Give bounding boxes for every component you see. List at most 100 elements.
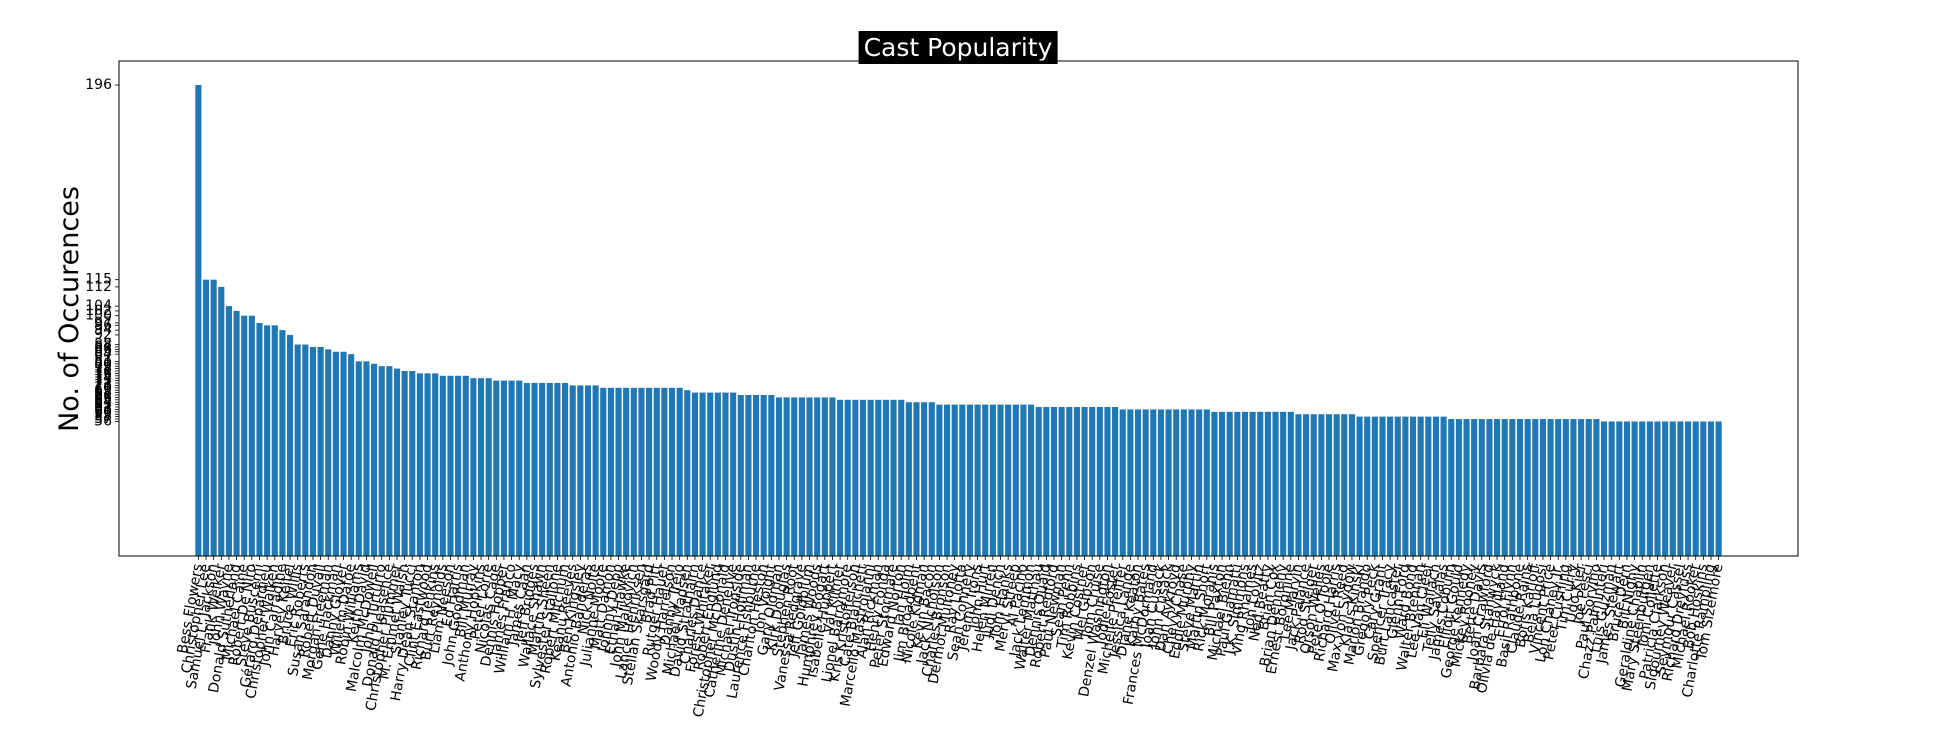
bar bbox=[1142, 409, 1149, 556]
y-tick-label: 79 bbox=[94, 358, 112, 374]
bar bbox=[1578, 419, 1585, 556]
bar bbox=[1249, 411, 1256, 556]
bar bbox=[1501, 419, 1508, 556]
bar bbox=[225, 306, 232, 556]
bar bbox=[607, 387, 614, 556]
bar bbox=[890, 399, 897, 556]
y-tick-label: 76 bbox=[94, 365, 112, 381]
bar bbox=[928, 402, 935, 556]
y-tick-label: 64 bbox=[94, 394, 112, 410]
bar bbox=[1432, 416, 1440, 556]
bar bbox=[1310, 414, 1317, 556]
bar bbox=[210, 279, 217, 556]
bar bbox=[905, 402, 912, 556]
bar bbox=[1241, 411, 1249, 556]
bar bbox=[882, 399, 889, 556]
bar bbox=[371, 363, 378, 556]
bar bbox=[676, 387, 683, 556]
bar bbox=[1173, 409, 1180, 556]
y-tick-label: 112 bbox=[85, 279, 112, 295]
y-tick-label: 58 bbox=[94, 409, 112, 425]
bar bbox=[271, 325, 278, 556]
y-tick-label: 74 bbox=[94, 370, 112, 386]
y-tick-label: 81 bbox=[94, 353, 112, 369]
y-tick-label: 62 bbox=[94, 399, 112, 415]
y-tick-label: 78 bbox=[94, 361, 112, 377]
title-background bbox=[858, 31, 1058, 64]
y-tick-label: 92 bbox=[94, 327, 112, 343]
bar bbox=[1593, 419, 1600, 556]
bar bbox=[707, 392, 714, 556]
bar bbox=[653, 387, 660, 556]
bar bbox=[1188, 409, 1195, 556]
bar bbox=[286, 334, 294, 556]
bar bbox=[936, 404, 943, 556]
bar bbox=[760, 395, 767, 556]
bar bbox=[1264, 411, 1271, 556]
bar bbox=[592, 385, 599, 556]
bar bbox=[1532, 419, 1539, 556]
plot-frame bbox=[118, 60, 1799, 557]
bar bbox=[455, 375, 462, 556]
bar bbox=[1387, 416, 1394, 556]
y-tick-label: 68 bbox=[94, 385, 112, 401]
bar bbox=[974, 404, 981, 556]
bar bbox=[1119, 409, 1126, 556]
bar bbox=[1646, 421, 1653, 556]
bar bbox=[646, 387, 653, 556]
bar bbox=[783, 397, 790, 556]
bar bbox=[684, 390, 691, 556]
bar bbox=[1104, 407, 1111, 556]
bar bbox=[554, 382, 561, 556]
bar bbox=[791, 397, 798, 556]
bar bbox=[1257, 411, 1264, 556]
y-tick-label: 73 bbox=[94, 373, 112, 389]
bar bbox=[485, 378, 492, 556]
bar bbox=[1165, 409, 1172, 556]
bar bbox=[1020, 404, 1027, 556]
bar bbox=[1539, 419, 1546, 556]
y-tick-label: 70 bbox=[94, 380, 112, 396]
bar bbox=[447, 375, 454, 556]
y-tick-label: 69 bbox=[94, 382, 112, 398]
bar bbox=[615, 387, 622, 556]
bar bbox=[737, 395, 744, 556]
bar bbox=[218, 286, 225, 556]
bar bbox=[539, 382, 546, 556]
y-tick-label: 60 bbox=[94, 404, 112, 420]
bar bbox=[1035, 407, 1042, 556]
bar bbox=[661, 387, 668, 556]
bar bbox=[1562, 419, 1569, 556]
bar bbox=[1203, 409, 1210, 556]
bar bbox=[1425, 416, 1432, 556]
bar bbox=[1494, 419, 1501, 556]
bar bbox=[523, 382, 530, 556]
bar bbox=[1150, 409, 1157, 556]
bar bbox=[722, 392, 729, 556]
bar bbox=[317, 346, 324, 556]
bar bbox=[279, 330, 286, 556]
bar bbox=[1050, 407, 1058, 556]
bar bbox=[714, 392, 721, 556]
bar bbox=[898, 399, 905, 556]
y-tick-label: 59 bbox=[94, 406, 112, 422]
bar bbox=[1662, 421, 1669, 556]
bar bbox=[798, 397, 805, 556]
bar bbox=[691, 392, 698, 556]
bar bbox=[837, 399, 844, 556]
bar bbox=[745, 395, 752, 556]
bar bbox=[1364, 416, 1371, 556]
bar bbox=[1089, 407, 1096, 556]
bar bbox=[959, 404, 966, 556]
y-tick-label: 85 bbox=[94, 344, 112, 360]
bar bbox=[1516, 419, 1524, 556]
bar bbox=[546, 382, 553, 556]
bar bbox=[943, 404, 951, 556]
bar bbox=[1608, 421, 1615, 556]
bar bbox=[355, 361, 362, 556]
bar bbox=[470, 378, 477, 556]
bar bbox=[332, 351, 339, 556]
bar bbox=[921, 402, 928, 556]
bar bbox=[982, 404, 989, 556]
bar bbox=[562, 382, 569, 556]
